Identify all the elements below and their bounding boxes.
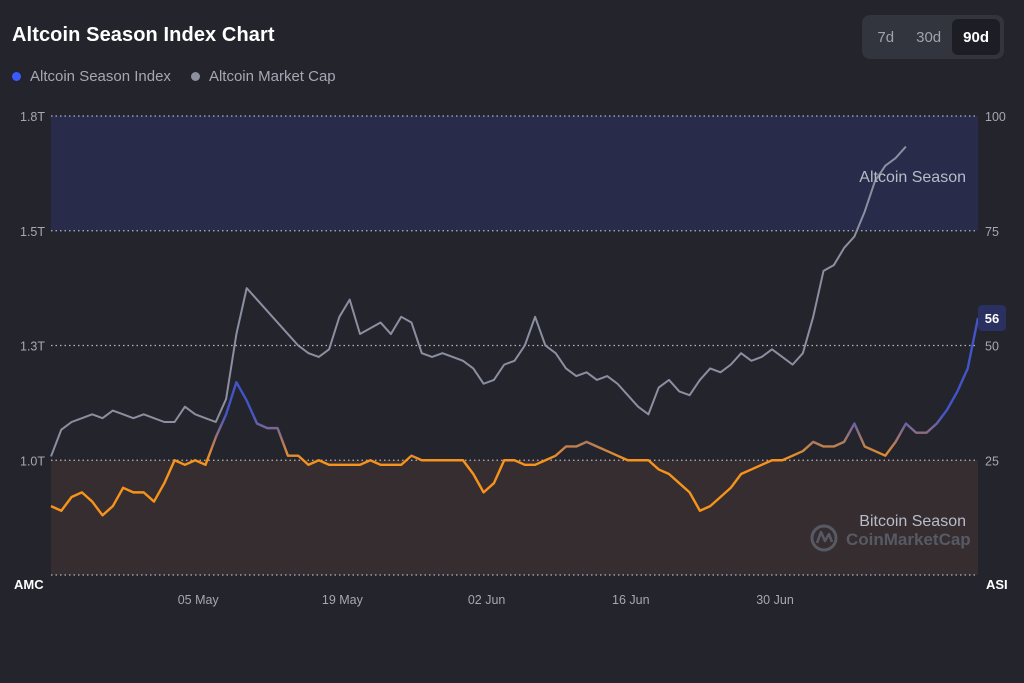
chart-title: Altcoin Season Index Chart xyxy=(12,24,275,46)
legend-dot-icon xyxy=(190,72,200,81)
series-line-altcoin-season-index xyxy=(50,317,980,517)
zone-label-altcoin-season: Altcoin Season xyxy=(859,169,966,186)
altcoin-season-zone xyxy=(51,116,978,231)
legend-label: Altcoin Season Index xyxy=(30,68,171,85)
current-value-text: 56 xyxy=(985,311,999,326)
left-axis-tick: 1.5T xyxy=(20,225,45,239)
left-axis-tick: 1.3T xyxy=(20,340,45,354)
legend-item-index[interactable]: Altcoin Season Index xyxy=(12,68,171,85)
coinmarketcap-watermark: CoinMarketCap xyxy=(810,524,971,552)
left-axis-tick: 1.8T xyxy=(20,110,45,124)
x-axis-tick: 16 Jun xyxy=(612,593,650,607)
range-30d-button[interactable]: 30d xyxy=(905,19,952,55)
legend-label: Altcoin Market Cap xyxy=(208,68,336,85)
cmc-logo-mark-icon xyxy=(815,530,834,544)
time-range-selector: 7d 30d 90d xyxy=(862,15,1004,59)
range-7d-button[interactable]: 7d xyxy=(866,19,905,55)
zone-label-bitcoin-season: Bitcoin Season xyxy=(859,513,966,530)
left-axis-tick: 1.0T xyxy=(20,454,45,468)
right-axis-name: ASI xyxy=(986,577,1008,592)
legend-item-market-cap[interactable]: Altcoin Market Cap xyxy=(190,68,336,85)
watermark-text: CoinMarketCap xyxy=(846,530,971,549)
right-axis-tick: 75 xyxy=(985,225,999,239)
legend-dot-icon xyxy=(12,72,21,81)
current-value-badge: 56 xyxy=(978,304,1006,331)
bitcoin-season-zone xyxy=(51,460,978,575)
x-axis-tick: 05 May xyxy=(178,593,220,607)
range-90d-button[interactable]: 90d xyxy=(952,19,1000,55)
left-axis-name: AMC xyxy=(14,577,44,592)
right-axis-tick: 100 xyxy=(985,110,1006,124)
right-axis-tick: 50 xyxy=(985,340,999,354)
x-axis-tick: 19 May xyxy=(322,593,364,607)
x-axis-tick: 30 Jun xyxy=(756,593,794,607)
right-axis-tick: 25 xyxy=(985,454,999,468)
series-line-market-cap xyxy=(50,145,907,457)
chart-legend: Altcoin Season Index Altcoin Market Cap xyxy=(12,68,336,85)
current-value-badge-bg xyxy=(978,304,1006,331)
x-axis-tick: 02 Jun xyxy=(468,593,506,607)
cmc-logo-icon xyxy=(810,524,838,552)
